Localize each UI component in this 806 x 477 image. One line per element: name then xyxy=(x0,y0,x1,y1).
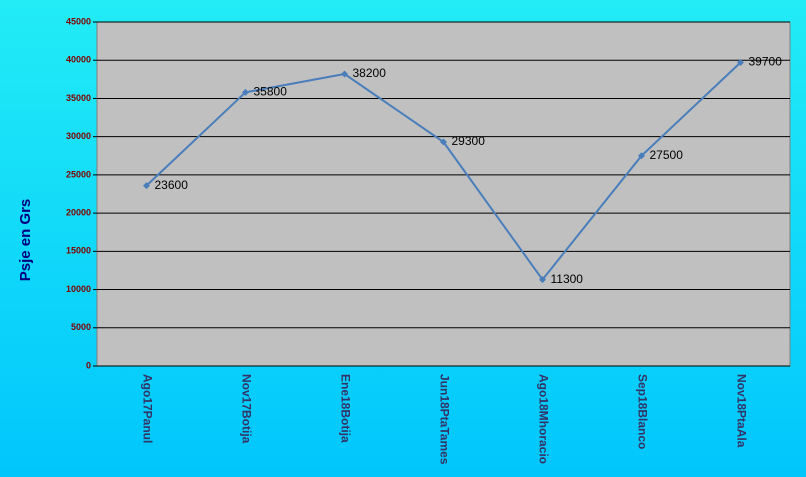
data-label: 29300 xyxy=(452,134,486,148)
x-tick-label: Jun18PtaTames xyxy=(437,374,451,465)
data-label: 23600 xyxy=(155,178,189,192)
grid xyxy=(93,21,790,367)
point xyxy=(242,88,249,96)
data-label: 39700 xyxy=(749,55,783,69)
marks: 23600 35800 38200 29300 11300 27500 39700 xyxy=(143,55,782,286)
y-tick-label: 30000 xyxy=(66,131,91,141)
data-label: 11300 xyxy=(551,272,584,286)
y-tick-label: 40000 xyxy=(66,55,91,65)
plot-area xyxy=(96,21,791,367)
y-tick-label: 15000 xyxy=(66,246,91,256)
data-label: 38200 xyxy=(353,66,387,80)
point xyxy=(737,59,744,67)
x-tick-label: Ago17Panul xyxy=(140,374,154,443)
point xyxy=(539,276,546,284)
x-tick-label: Ago18Mhoracio xyxy=(536,374,550,464)
y-tick-label: 0 xyxy=(86,360,91,370)
x-tick-label: Nov17Botija xyxy=(239,374,253,444)
y-axis-label: Psje en Grs xyxy=(17,199,34,282)
y-tick-label: 20000 xyxy=(66,207,91,217)
y-tick-label: 10000 xyxy=(66,284,91,294)
y-tick-label: 5000 xyxy=(71,322,91,332)
x-tick-label: Sep18Blanco xyxy=(635,374,649,449)
x-tick-label: Ene18Botija xyxy=(338,374,352,443)
data-label: 27500 xyxy=(650,148,684,162)
point xyxy=(341,70,348,78)
y-tick-label: 35000 xyxy=(66,93,91,103)
point xyxy=(143,182,150,190)
y-tick-label: 25000 xyxy=(66,169,91,179)
y-tick-label: 45000 xyxy=(66,16,91,26)
x-tick-label: Nov18PtaAla xyxy=(734,374,748,448)
point xyxy=(638,152,645,160)
data-label: 35800 xyxy=(254,85,288,99)
point xyxy=(440,138,447,146)
